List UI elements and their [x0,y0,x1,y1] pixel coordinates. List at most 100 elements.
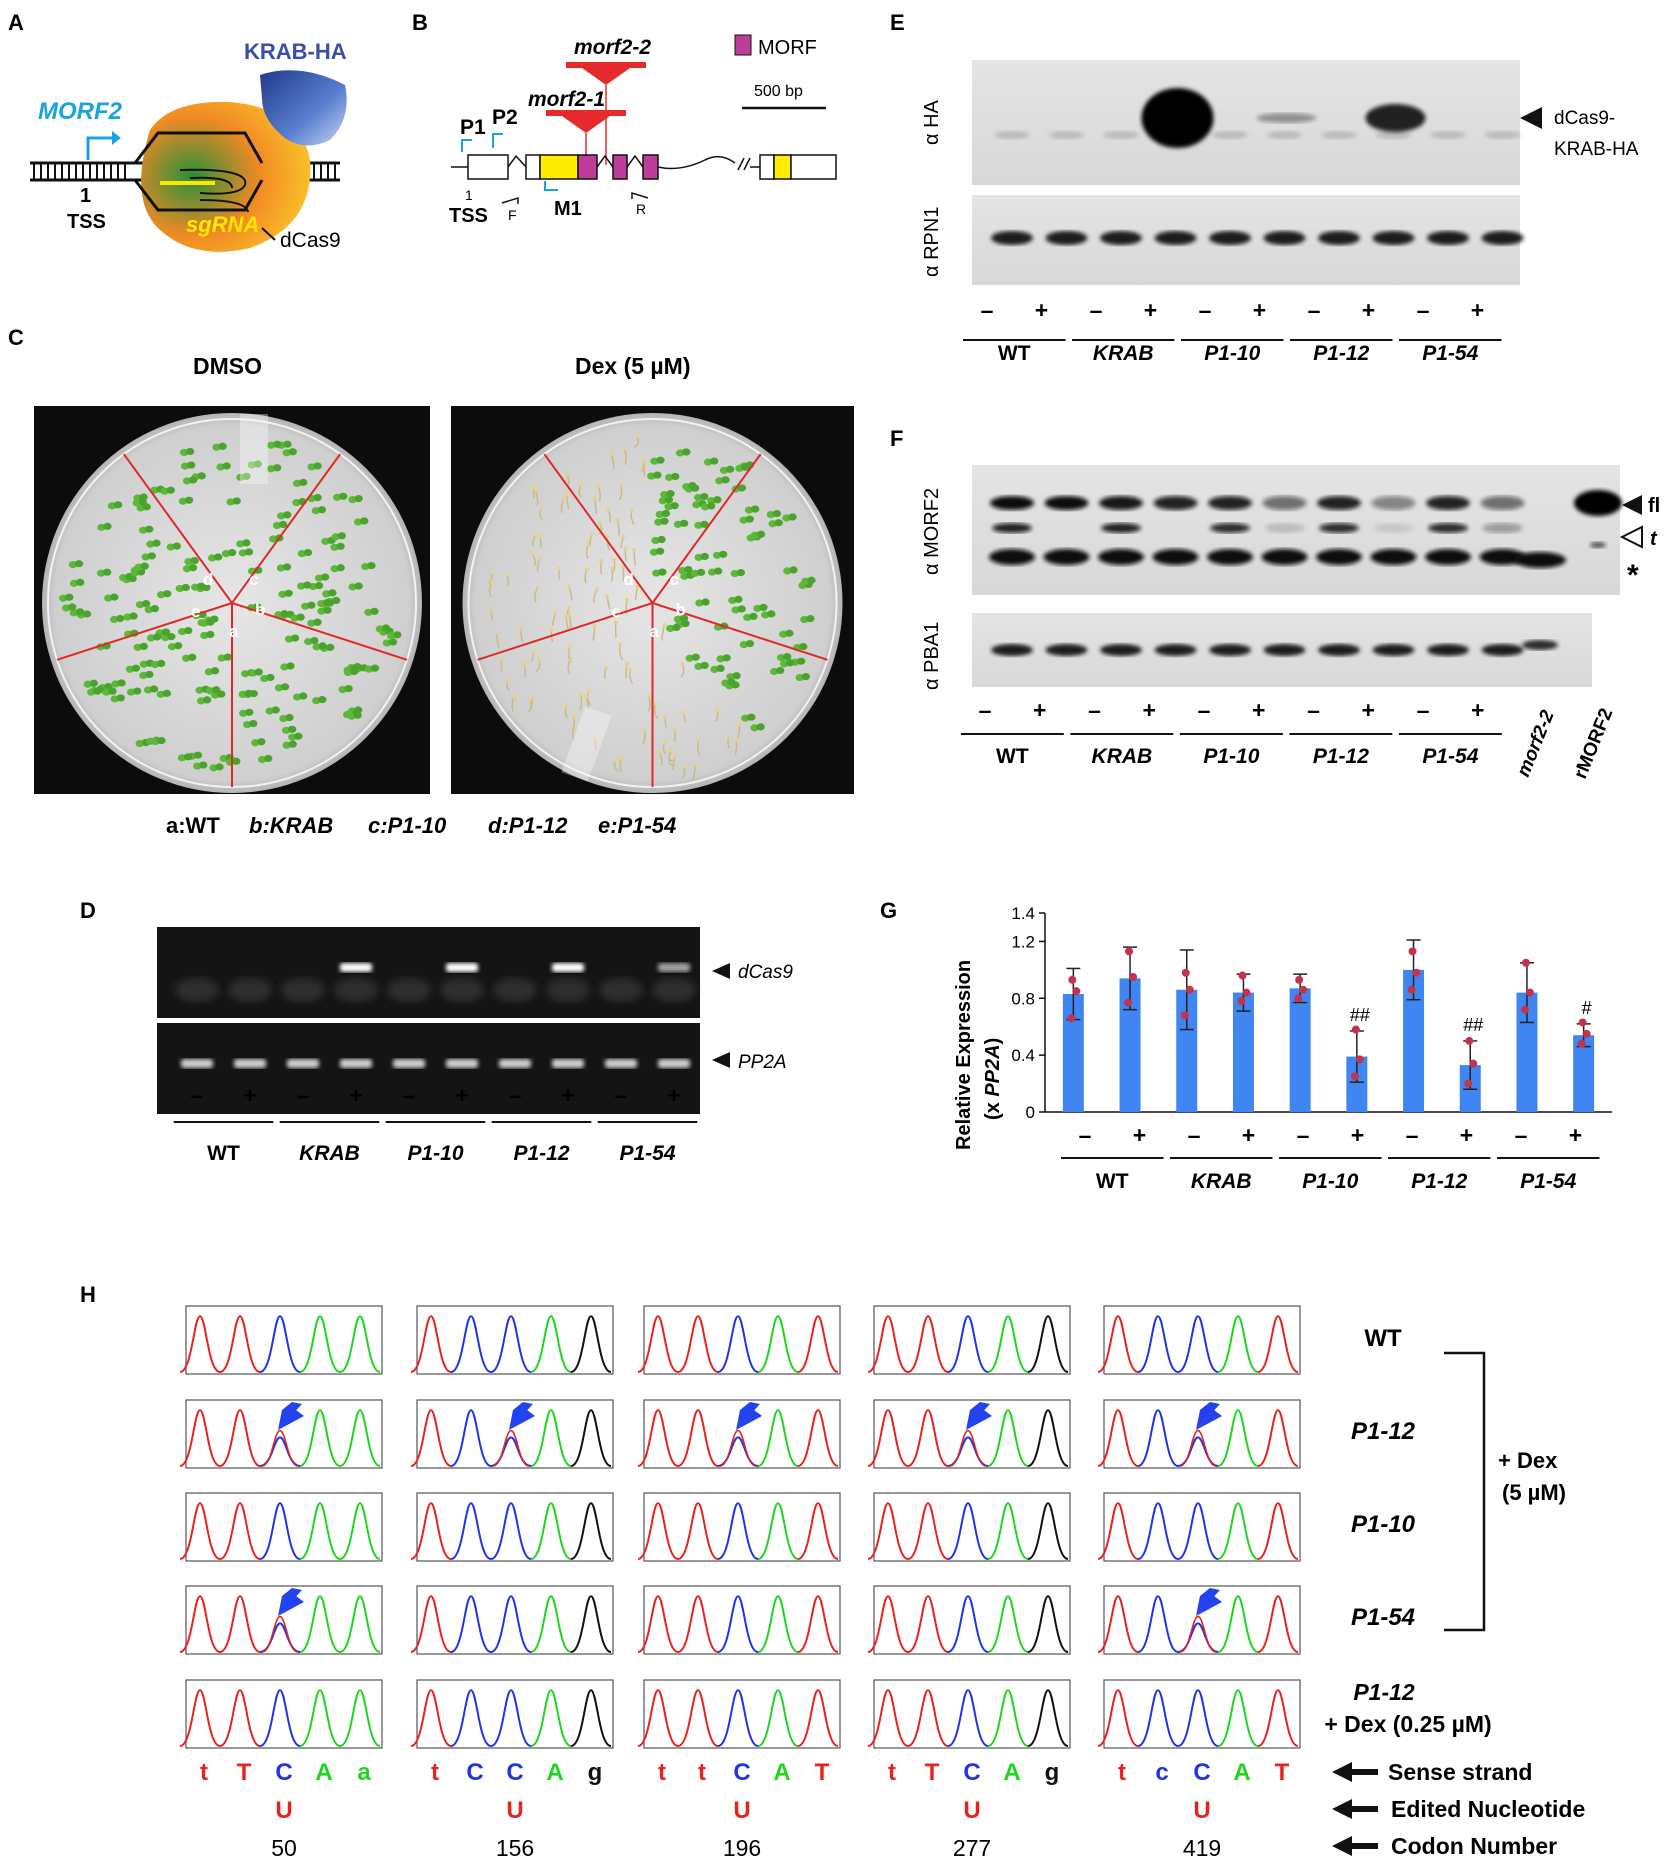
genotype-label: P1-10 [1302,1170,1358,1193]
genotype-label: P1-10 [1204,342,1260,365]
blot-band-morf2-fl [1208,496,1252,510]
seedling-pale-head [619,482,624,487]
edit-arrowhead-icon [1196,1410,1222,1430]
blot-band-nonspecific [1098,549,1144,565]
gel-lane-labels: – + WT – + KRAB – + P1-10 – + P1-12 – + P1-54 [173,1082,698,1165]
morf2-2-label: morf2-2 [574,36,651,59]
lane-plus: + [1143,697,1156,723]
blot-band-rpn1 [1318,231,1360,245]
seedling-pale-head [553,610,558,615]
seedling-leaf [737,605,746,613]
blot-band-pba1 [1318,644,1360,656]
seedling-leaf [314,581,324,590]
seedling-leaf [367,561,376,570]
chromatogram-frame [873,1585,1071,1655]
seedling-leaf [283,511,292,519]
seedling-leaf [360,517,369,525]
chromatogram-frame [416,1585,614,1655]
blot-band-pba1 [1263,644,1306,656]
trace-peak [570,1595,612,1653]
seedling-leaf [709,457,719,465]
bar-chart-lane-labels: – +WT– +KRAB– +P1-10– +P1-12– +P1-54 [1061,1122,1600,1193]
sector-label-c: c [249,570,258,589]
blot-band-nonspecific [1425,549,1471,565]
data-point [1181,968,1190,977]
trace-peak [677,1315,719,1373]
seedling-leaf [145,670,154,679]
chromatogram-frame [643,1679,841,1749]
seedling-leaf [706,502,716,510]
edit-arrowhead-icon [736,1410,762,1430]
trace-peak [299,1409,341,1467]
panel-e: E α HA α RPN1 dCas9- KRAB-HA – +WT– +KRAB–… [890,10,1639,365]
seedling-leaf [789,566,798,574]
seedling-pale-head [613,758,618,763]
seedling-pale-head [621,564,626,569]
y-tick-label: 0.4 [1011,1046,1035,1065]
seedling-leaf [166,486,175,494]
lane-plus: + [1569,1122,1582,1148]
seedling-pale-head [568,656,573,661]
data-point [1464,1079,1473,1088]
panel-e-label: E [890,10,905,35]
trace-peak [339,1502,381,1560]
trace-peak [1257,1595,1299,1653]
blot-band-dcas9-krab [1256,113,1317,123]
seedling-pale-head [506,678,511,683]
tss-arrow [86,136,112,160]
lane-plus: + [1362,297,1375,323]
trace-peak [1177,1315,1219,1373]
panel-f: F α MORF2 α PBA1 fl t * – +WT– +KRAB– +P1-1… [890,426,1660,782]
dex-label: + Dex [1498,1448,1558,1473]
gel-smear [175,978,219,1002]
seedling-leaf [197,472,206,480]
seedling-pale-head [564,491,569,496]
trace-peak [757,1502,799,1560]
lane-plus: + [1144,297,1157,323]
trace-peak [450,1409,492,1467]
blot-band-morf2-fl [1262,496,1307,510]
seedling-leaf [307,601,316,609]
trace-peak [1217,1409,1259,1467]
lane-minus: – [1417,697,1430,723]
trace-peak [637,1595,679,1653]
genotype-label: P1-12 [513,1142,569,1165]
seedling-leaf [206,618,215,626]
tss-arrowhead [112,131,121,145]
seedling-pale-head [681,710,686,715]
rmorf2-lane-label: rMORF2 [1570,705,1617,781]
data-point [1407,985,1416,994]
seedling-leaf [370,607,379,615]
y-tick-label: 0.8 [1011,989,1035,1008]
lane-minus: – [979,697,992,723]
sector-label-a: a [229,622,239,641]
trace-peak [410,1595,452,1653]
seedling-leaf [183,626,193,635]
morf2-2-lane-label: morf2-2 [1513,707,1559,780]
seedling-pale-head [656,749,661,754]
seedling-leaf [318,696,327,704]
blot-band-pba1 [1100,644,1142,656]
panel-g-label: G [880,898,897,923]
gel-pp2a [157,1023,700,1114]
seedling-leaf [796,657,806,665]
dcas9-protein-shape [141,101,311,252]
seedling-leaf [152,633,162,641]
seedling-leaf [298,478,308,486]
seedling-pale-head [536,657,541,662]
sector-label-a: a [650,622,660,641]
seedling-leaf [756,530,766,538]
gel-band-pp2a [393,1059,425,1068]
y-tick-label: 0 [1026,1103,1035,1122]
dcas9-krab-arrow [1520,107,1542,129]
dex-plate-photo: abc de [451,406,854,794]
trace-peak [1137,1689,1179,1747]
seedling-leaf [745,639,755,648]
seedling-pale-head [504,572,509,577]
lane-plus: + [1252,697,1265,723]
blot-band-morf2-2-pba1 [1522,640,1558,650]
blot-band-rmorf2-minor [1590,542,1606,548]
sequence-base: A [1233,1759,1250,1786]
seedling-pale-head [494,630,499,635]
data-point [1351,1025,1360,1034]
